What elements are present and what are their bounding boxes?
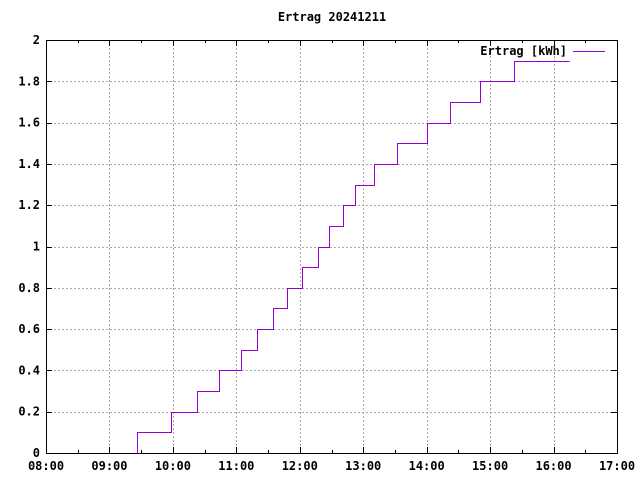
y-tick-label: 0.6 [18,322,40,336]
legend: Ertrag [kWh] [480,44,605,58]
x-tick-label: 12:00 [282,459,318,473]
x-tick-label: 13:00 [345,459,381,473]
y-tick-label: 2 [33,33,40,47]
y-tick-label: 0.8 [18,281,40,295]
x-tick-label: 15:00 [472,459,508,473]
x-tick-label: 14:00 [409,459,445,473]
x-tick-label: 10:00 [155,459,191,473]
y-tick-label: 1.6 [18,116,40,130]
y-tick-label: 1.4 [18,157,40,171]
legend-label: Ertrag [kWh] [480,44,567,58]
grid [46,40,617,453]
y-tick-label: 1 [33,240,40,254]
y-tick-label: 1.8 [18,74,40,88]
x-tick-label: 16:00 [535,459,571,473]
chart-title: Ertrag 20241211 [278,10,386,24]
x-tick-label: 17:00 [599,459,635,473]
ertrag-step-line [137,61,570,454]
y-tick-label: 1.2 [18,198,40,212]
y-tick-label: 0 [33,446,40,460]
y-tick-label: 0.4 [18,363,40,377]
x-tick-label: 11:00 [218,459,254,473]
tick-labels: 08:00 09:00 10:00 11:00 12:00 13:00 14:00 15:00… [18,33,635,473]
x-tick-label: 09:00 [91,459,127,473]
x-tick-label: 08:00 [28,459,64,473]
y-tick-label: 0.2 [18,405,40,419]
axes [46,40,618,454]
